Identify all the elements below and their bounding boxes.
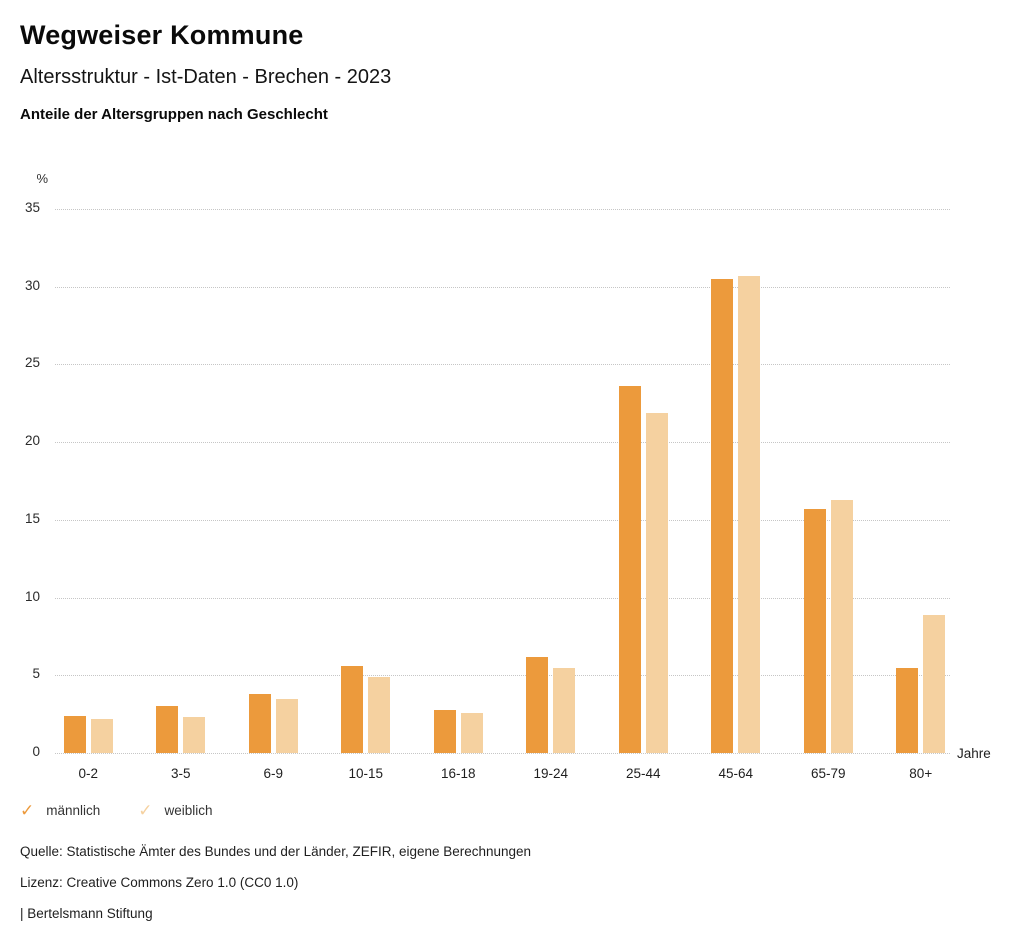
gridline-0 — [55, 753, 950, 754]
legend-item-weiblich[interactable]: ✓ weiblich — [138, 802, 212, 819]
gridline-25 — [55, 364, 950, 366]
gridline-15 — [55, 519, 950, 521]
legend-label-weiblich: weiblich — [164, 803, 213, 818]
chart-legend: ✓ männlich ✓ weiblich — [20, 802, 213, 819]
bar-group-19-24 — [505, 209, 598, 753]
legend-label-maennlich: männlich — [46, 803, 101, 818]
bar-männlich-0-2[interactable] — [63, 715, 86, 753]
gridline-5 — [55, 675, 950, 677]
attribution-text: | Bertelsmann Stiftung — [20, 906, 153, 921]
x-axis-category-label-16-18: 16-18 — [440, 766, 476, 781]
bar-weiblich-45-64[interactable] — [738, 275, 761, 753]
y-axis-tick-label-35: 35 — [24, 200, 40, 215]
x-axis-category-label-10-15: 10-15 — [348, 766, 384, 781]
bar-weiblich-10-15[interactable] — [368, 676, 391, 753]
y-axis-tick-label-25: 25 — [24, 355, 40, 371]
bar-group-3-5 — [135, 209, 228, 753]
bar-group-25-44 — [597, 209, 690, 753]
gridline-20 — [55, 442, 950, 444]
bar-group-80+ — [875, 209, 968, 753]
x-axis-category-label-80+: 80+ — [909, 766, 933, 781]
bar-weiblich-25-44[interactable] — [645, 412, 668, 753]
y-axis-unit-label: % — [36, 171, 48, 186]
bar-group-10-15 — [320, 209, 413, 753]
bar-weiblich-0-2[interactable] — [90, 718, 113, 753]
gridline-10 — [55, 597, 950, 599]
page-title: Wegweiser Kommune — [20, 20, 304, 50]
bar-group-0-2 — [42, 209, 135, 753]
bar-männlich-6-9[interactable] — [248, 693, 271, 753]
y-axis-tick-label-5: 5 — [32, 666, 40, 682]
y-axis-tick-label-0: 0 — [32, 744, 40, 759]
gridline-35 — [55, 209, 950, 210]
bar-group-16-18 — [412, 209, 505, 753]
y-axis-tick-label-10: 10 — [24, 588, 40, 604]
legend-item-maennlich[interactable]: ✓ männlich — [20, 802, 100, 819]
bar-männlich-10-15[interactable] — [341, 666, 364, 753]
gridline-30 — [55, 286, 950, 288]
bar-group-65-79 — [782, 209, 875, 753]
x-axis-category-label-45-64: 45-64 — [718, 766, 754, 781]
x-axis-category-label-65-79: 65-79 — [810, 766, 846, 781]
x-axis-labels: 0-2 3-5 6-9 10-15 16-18 19-24 25-44 45-64 65-79 8… — [42, 766, 967, 781]
bar-weiblich-3-5[interactable] — [183, 717, 206, 753]
bar-männlich-25-44[interactable] — [618, 386, 641, 753]
checkmark-icon: ✓ — [20, 801, 35, 820]
bar-männlich-16-18[interactable] — [433, 709, 456, 753]
y-axis-tick-label-20: 20 — [24, 433, 40, 449]
checkmark-icon: ✓ — [138, 801, 153, 820]
bar-männlich-65-79[interactable] — [803, 509, 826, 753]
bars-layer — [42, 209, 967, 753]
bar-weiblich-65-79[interactable] — [830, 499, 853, 753]
bar-männlich-19-24[interactable] — [526, 656, 549, 753]
y-axis-tick-label-30: 30 — [24, 277, 40, 293]
bar-weiblich-80+[interactable] — [923, 614, 946, 753]
bar-weiblich-16-18[interactable] — [460, 712, 483, 753]
x-axis-category-label-6-9: 6-9 — [263, 766, 283, 781]
chart-caption: Anteile der Altersgruppen nach Geschlech… — [20, 106, 328, 123]
x-axis-category-label-25-44: 25-44 — [625, 766, 661, 781]
bar-group-6-9 — [227, 209, 320, 753]
y-axis-tick-label-15: 15 — [24, 510, 40, 526]
x-axis-category-label-3-5: 3-5 — [170, 766, 191, 781]
bar-männlich-80+[interactable] — [896, 667, 919, 753]
bar-weiblich-6-9[interactable] — [275, 698, 298, 753]
source-text: Quelle: Statistische Ämter des Bundes un… — [20, 844, 532, 859]
bar-männlich-45-64[interactable] — [711, 278, 734, 753]
x-axis-unit-label: Jahre — [957, 746, 991, 761]
chart-subtitle: Altersstruktur - Ist-Daten - Brechen - 2… — [20, 66, 392, 88]
bar-group-45-64 — [690, 209, 783, 753]
license-text: Lizenz: Creative Commons Zero 1.0 (CC0 1… — [20, 875, 299, 890]
x-axis-category-label-19-24: 19-24 — [533, 766, 569, 781]
bar-männlich-3-5[interactable] — [156, 706, 179, 753]
bar-weiblich-19-24[interactable] — [553, 667, 576, 753]
x-axis-category-label-0-2: 0-2 — [78, 766, 98, 781]
